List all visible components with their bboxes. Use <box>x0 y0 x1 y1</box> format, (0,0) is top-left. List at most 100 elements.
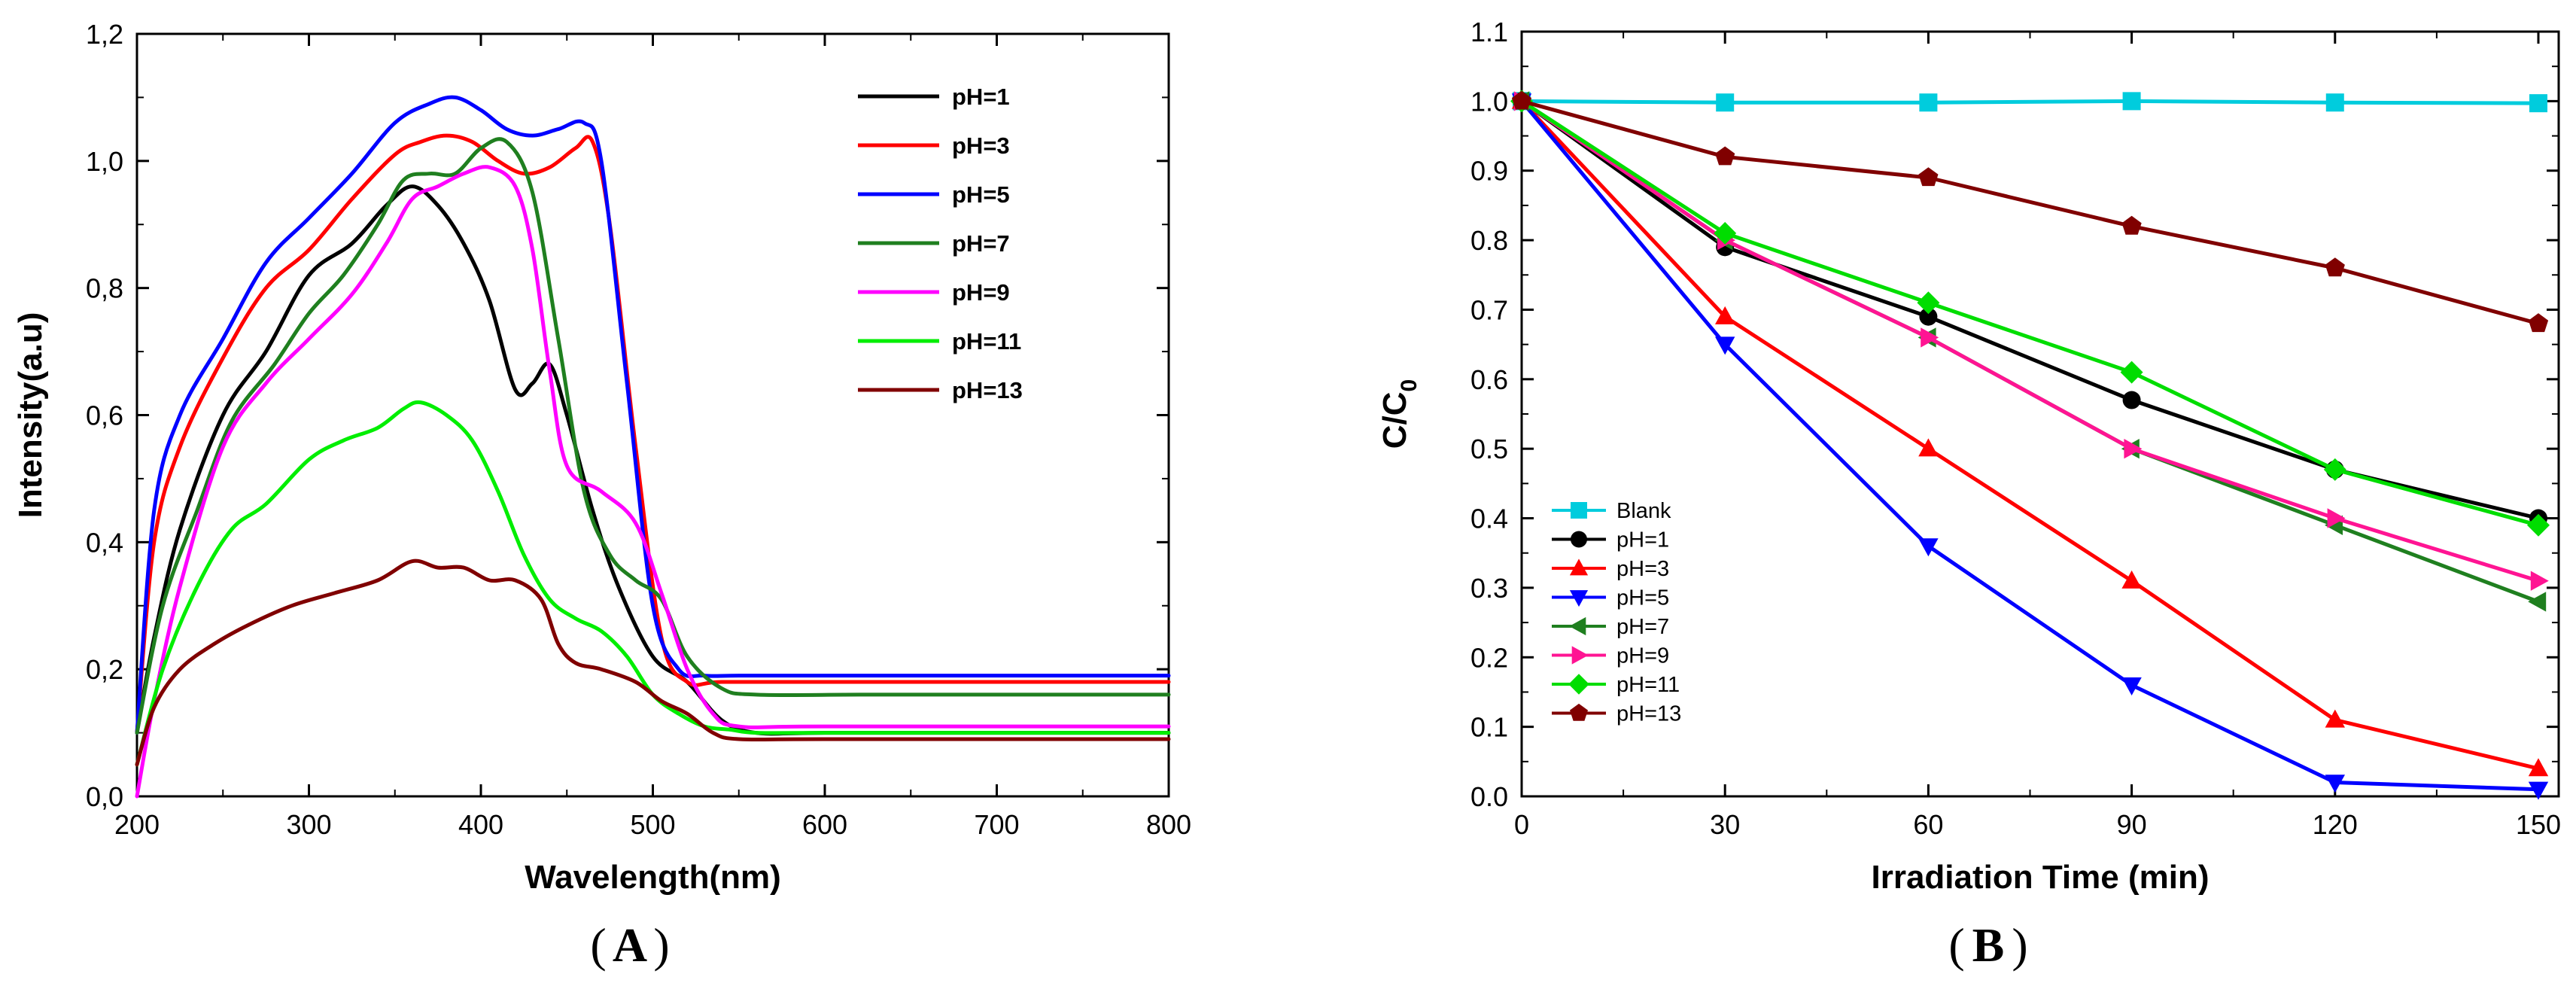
x-tick-label: 0 <box>1514 809 1529 840</box>
x-tick-label: 800 <box>1146 809 1191 840</box>
y-tick-label: 0,2 <box>86 654 123 685</box>
data-point-ph5 <box>2121 677 2142 695</box>
legend-label: pH=3 <box>1616 557 1669 581</box>
legend-marker <box>1569 590 1589 607</box>
legend-label: pH=1 <box>1616 528 1669 552</box>
legend-marker <box>1569 616 1586 636</box>
panel-label: A <box>613 918 647 972</box>
data-point-ph1 <box>2122 391 2141 409</box>
data-point-ph13 <box>2121 215 2142 235</box>
y-axis-title: C/C0 <box>1376 379 1422 449</box>
data-point-ph13 <box>2528 313 2549 333</box>
series-line-ph13 <box>1521 99 2539 326</box>
series-line-ph5 <box>1520 99 2539 792</box>
legend-label: pH=7 <box>1616 615 1669 639</box>
series-line-ph9 <box>135 165 1171 799</box>
data-point-ph5 <box>1918 538 1939 557</box>
series-line-ph1 <box>135 184 1171 736</box>
data-point-ph3 <box>1918 438 1939 457</box>
x-tick-label: 700 <box>974 809 1019 840</box>
data-point-ph11 <box>2527 513 2550 537</box>
data-point-ph3 <box>1715 306 1735 324</box>
series-line-ph9 <box>1520 99 2539 583</box>
series-line-ph7 <box>135 137 1171 735</box>
x-tick-label: 400 <box>458 809 503 840</box>
y-tick-label: 0.5 <box>1470 434 1508 464</box>
y-tick-label: 1,2 <box>86 19 123 50</box>
x-axis-title: Wavelength(nm) <box>525 859 781 896</box>
legend-marker <box>1571 646 1589 665</box>
legend-label: pH=11 <box>952 328 1021 355</box>
data-point-ph9 <box>2327 508 2346 528</box>
legend-label: pH=11 <box>1616 673 1680 697</box>
legend-marker <box>1568 674 1589 695</box>
data-point-blank <box>2325 93 2344 112</box>
legend-marker <box>1570 703 1588 721</box>
y-tick-label: 0,8 <box>86 273 123 304</box>
x-tick-label: 300 <box>286 809 331 840</box>
data-point-ph7 <box>2528 592 2547 612</box>
data-point-ph11 <box>1917 291 1940 315</box>
x-tick-label: 200 <box>114 809 160 840</box>
legend-label: pH=5 <box>1616 586 1669 610</box>
legend-marker <box>1569 558 1589 576</box>
y-tick-label: 0.8 <box>1470 225 1508 256</box>
y-tick-label: 0.7 <box>1470 294 1508 325</box>
y-tick-label: 1.1 <box>1470 17 1508 47</box>
data-point-ph5 <box>2528 781 2549 800</box>
legend-label: pH=5 <box>952 181 1010 208</box>
legend-marker <box>1571 502 1587 519</box>
legend-label: pH=3 <box>952 132 1010 159</box>
legend-label: Blank <box>1616 499 1671 523</box>
x-tick-label: 60 <box>1913 809 1943 840</box>
data-point-blank <box>1716 93 1735 112</box>
data-point-ph3 <box>2528 758 2549 777</box>
x-tick-label: 150 <box>2516 809 2561 840</box>
series-line-ph7 <box>1520 99 2539 604</box>
series-line-ph13 <box>135 558 1171 767</box>
legend-label: pH=9 <box>1616 644 1669 668</box>
legend-label: pH=13 <box>1616 702 1681 726</box>
y-axis-title: Intensity(a.u) <box>12 312 49 519</box>
y-tick-label: 0.1 <box>1470 712 1508 743</box>
x-tick-label: 120 <box>2313 809 2358 840</box>
legend-label: pH=9 <box>952 279 1010 306</box>
data-point-ph9 <box>2124 439 2143 459</box>
data-point-ph11 <box>2120 361 2143 384</box>
panel-label-open-paren: ( <box>590 918 606 972</box>
y-tick-label: 0.2 <box>1470 642 1508 673</box>
data-point-ph11 <box>1714 221 1737 245</box>
data-point-ph5 <box>1715 336 1735 355</box>
y-tick-label: 0,6 <box>86 400 123 431</box>
panel-label-close-paren: ) <box>653 918 669 972</box>
series-line-ph3 <box>1520 99 2539 771</box>
data-point-ph5 <box>2325 775 2345 793</box>
panel-label: B <box>1972 918 2005 972</box>
series-line-ph5 <box>135 95 1171 735</box>
y-tick-label: 0,4 <box>86 527 123 558</box>
panel-label-open-paren: ( <box>1948 918 1964 972</box>
y-tick-label: 0.9 <box>1470 156 1508 187</box>
data-point-ph13 <box>1918 167 1939 187</box>
x-axis-title: Irradiation Time (min) <box>1871 859 2209 896</box>
y-tick-label: 0.4 <box>1470 504 1508 534</box>
data-point-ph11 <box>2323 458 2346 481</box>
y-axis-title-subscript: 0 <box>1397 379 1422 392</box>
legend-label: pH=13 <box>952 377 1023 403</box>
y-tick-label: 1.0 <box>1470 86 1508 117</box>
data-point-ph13 <box>2325 257 2345 277</box>
x-tick-label: 500 <box>630 809 675 840</box>
series-line-ph11 <box>1520 99 2539 528</box>
y-tick-label: 0,0 <box>86 781 123 812</box>
series-line-ph1 <box>1520 99 2539 520</box>
data-point-blank <box>2122 92 2141 111</box>
legend-marker <box>1571 531 1587 548</box>
chart-panel-b: 0 30 60 90 120 150 0.0 0.1 0.2 0.3 0.4 0.5 0.6 0.7 0.8… <box>1376 17 2561 972</box>
x-tick-label: 600 <box>802 809 847 840</box>
y-tick-label: 1,0 <box>86 146 123 177</box>
legend-label: pH=7 <box>952 230 1010 257</box>
data-point-ph3 <box>2325 709 2345 728</box>
chart-panel-a: 200 300 400 500 600 700 800 0,0 0,2 0,4 0,6 0,8 1,0 1… <box>12 19 1191 972</box>
y-tick-label: 0.0 <box>1470 781 1508 812</box>
